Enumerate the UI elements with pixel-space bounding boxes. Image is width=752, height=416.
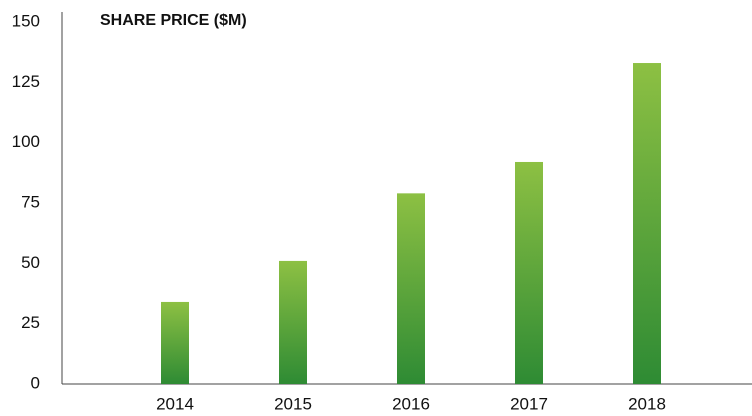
y-tick-label: 50: [21, 253, 40, 272]
x-tick-label: 2016: [392, 394, 430, 413]
y-tick-label: 0: [31, 373, 40, 392]
chart-title: SHARE PRICE ($M): [100, 12, 247, 29]
y-tick-label: 100: [12, 132, 40, 151]
bar: [397, 193, 425, 384]
bar: [279, 260, 307, 384]
bar: [633, 63, 661, 384]
y-tick-label: 75: [21, 192, 40, 211]
y-tick-label: 125: [12, 72, 40, 91]
y-tick-label: 25: [21, 313, 40, 332]
bar: [515, 161, 543, 384]
y-tick-label: 150: [12, 11, 40, 30]
x-tick-label: 2015: [274, 394, 312, 413]
x-tick-label: 2018: [628, 394, 666, 413]
bar: [161, 301, 189, 384]
x-tick-label: 2014: [156, 394, 194, 413]
x-tick-label: 2017: [510, 394, 548, 413]
